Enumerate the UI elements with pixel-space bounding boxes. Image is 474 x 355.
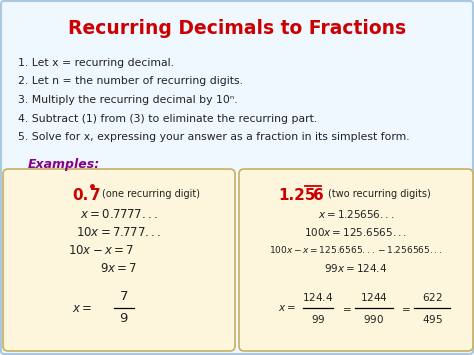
Text: $7$: $7$ xyxy=(119,290,128,304)
Text: $10x = 7.777...$: $10x = 7.777...$ xyxy=(76,226,162,239)
Text: 0.: 0. xyxy=(72,188,88,203)
Text: $100x = 125.6565...$: $100x = 125.6565...$ xyxy=(304,226,408,238)
Text: $990$: $990$ xyxy=(364,313,384,325)
Text: 6: 6 xyxy=(313,188,324,203)
Text: 5. Solve for x, expressing your answer as a fraction in its simplest form.: 5. Solve for x, expressing your answer a… xyxy=(18,132,410,142)
Text: $124.4$: $124.4$ xyxy=(302,291,334,303)
Text: $9$: $9$ xyxy=(119,312,129,326)
Text: $99x = 124.4$: $99x = 124.4$ xyxy=(324,262,388,274)
Text: $x =$: $x =$ xyxy=(278,303,296,313)
Text: (two recurring digits): (two recurring digits) xyxy=(328,189,431,199)
Text: 1.25: 1.25 xyxy=(278,188,316,203)
Text: 2. Let n = the number of recurring digits.: 2. Let n = the number of recurring digit… xyxy=(18,76,243,87)
Text: $x = 1.25656...$: $x = 1.25656...$ xyxy=(318,208,394,220)
Text: $100x - x = 125.6565...-1.256565...$: $100x - x = 125.6565...-1.256565...$ xyxy=(269,244,443,255)
Text: 4. Subtract (1) from (3) to eliminate the recurring part.: 4. Subtract (1) from (3) to eliminate th… xyxy=(18,114,317,124)
FancyBboxPatch shape xyxy=(3,169,235,351)
Text: $1244$: $1244$ xyxy=(360,291,388,303)
Text: Recurring Decimals to Fractions: Recurring Decimals to Fractions xyxy=(68,18,406,38)
Text: 7: 7 xyxy=(90,188,100,203)
Text: $495$: $495$ xyxy=(421,313,442,325)
Text: $=$: $=$ xyxy=(399,303,411,313)
Text: $10x - x = 7$: $10x - x = 7$ xyxy=(68,244,134,257)
Text: $99$: $99$ xyxy=(311,313,325,325)
Text: $x =$: $x =$ xyxy=(72,301,92,315)
Text: 1. Let x = recurring decimal.: 1. Let x = recurring decimal. xyxy=(18,58,174,68)
Text: (one recurring digit): (one recurring digit) xyxy=(102,189,200,199)
Text: $=$: $=$ xyxy=(340,303,352,313)
Text: $x = 0.7777...$: $x = 0.7777...$ xyxy=(80,208,158,221)
Text: Examples:: Examples: xyxy=(28,158,100,171)
Text: $622$: $622$ xyxy=(422,291,442,303)
Text: 3. Multiply the recurring decimal by 10ⁿ.: 3. Multiply the recurring decimal by 10ⁿ… xyxy=(18,95,237,105)
Text: $9x = 7$: $9x = 7$ xyxy=(100,262,137,275)
FancyBboxPatch shape xyxy=(239,169,473,351)
